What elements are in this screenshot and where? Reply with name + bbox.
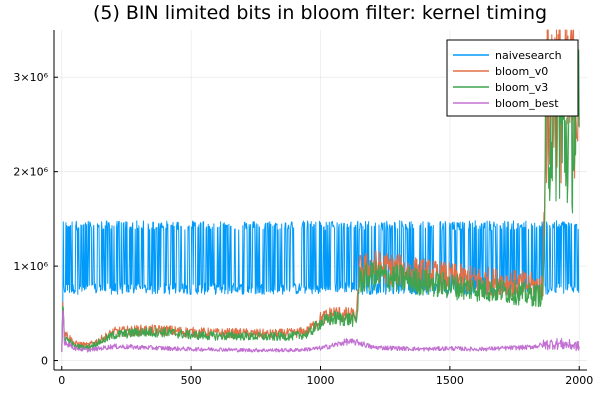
legend: naivesearch bloom_v0 bloom_v3 bloom_best [446,39,579,117]
x-tick-label: 500 [181,374,202,387]
legend-label: naivesearch [495,49,562,62]
x-tick-label: 1500 [436,374,464,387]
axes: 0 500 1000 1500 2000 0 1×10⁶ 2×10⁶ 3×10⁶ [13,30,593,387]
series-line-bloom_best [61,310,580,353]
y-tick-label: 0 [41,355,48,368]
series-line-bloom_v3 [61,40,580,351]
x-tick-label: 1000 [307,374,335,387]
chart-title: (5) BIN limited bits in bloom filter: ke… [93,2,547,24]
legend-label: bloom_best [495,97,559,110]
plot-area [61,29,580,353]
x-tick-label: 2000 [565,374,593,387]
legend-label: bloom_v3 [495,81,548,94]
legend-label: bloom_v0 [495,65,548,78]
y-tick-label: 2×10⁶ [13,166,48,179]
x-tick-label: 0 [58,374,65,387]
y-tick-label: 3×10⁶ [13,71,48,84]
y-tick-label: 1×10⁶ [13,260,48,273]
